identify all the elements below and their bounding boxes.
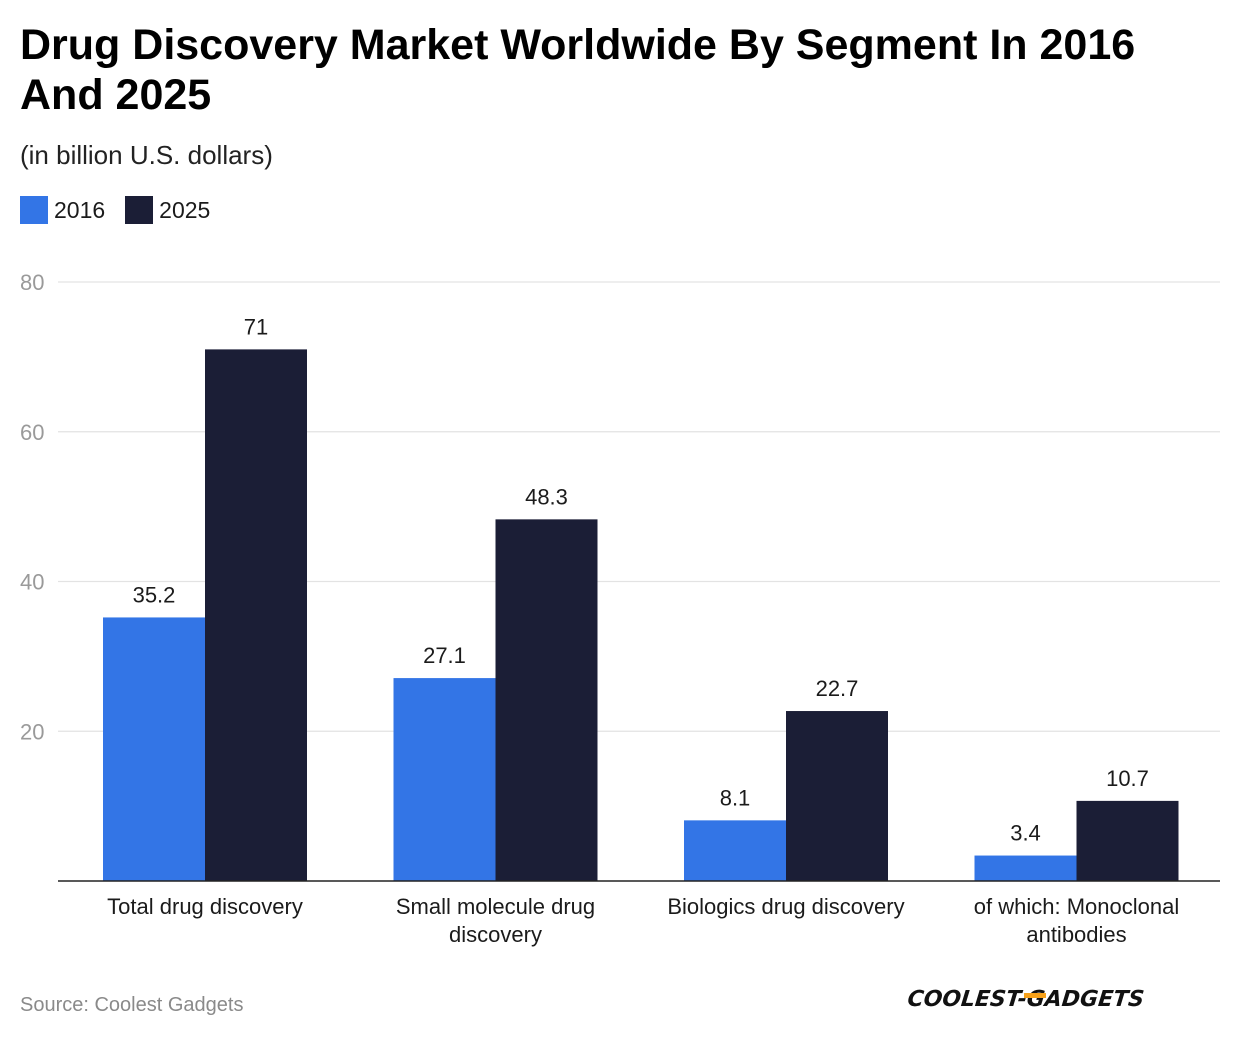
data-label-2016-1: 35.2 (133, 582, 176, 607)
legend-label-2025: 2025 (159, 196, 211, 223)
bar-2025-1 (205, 349, 307, 881)
bar-2016-2 (393, 678, 496, 881)
data-label-2016-4: 3.4 (1010, 821, 1041, 846)
y-tick-label: 40 (20, 570, 44, 595)
x-tick-label: discovery (449, 922, 542, 947)
data-label-2016-2: 27.1 (423, 643, 466, 668)
brand-dash (1024, 993, 1046, 998)
x-tick-label: Biologics drug discovery (667, 894, 904, 919)
chart-title: Drug Discovery Market Worldwide By Segme… (20, 21, 1136, 119)
source-text: Source: Coolest Gadgets (20, 994, 244, 1016)
legend: 2016 2025 (20, 196, 230, 224)
bar-2025-2 (495, 519, 598, 881)
bar-2016-1 (103, 617, 205, 881)
legend-swatch-2025 (125, 196, 154, 224)
y-tick-label: 60 (20, 420, 44, 445)
brand-logo: COOLEST-GADGETS (908, 987, 1145, 1012)
y-tick-label: 80 (20, 270, 44, 295)
x-tick-label: of which: Monoclonal (974, 894, 1179, 919)
bar-2016-3 (684, 820, 786, 881)
x-tick-label: Small molecule drug (396, 894, 595, 919)
bar-chart: 20 40 60 80 35.2 71 Total drug discovery 27.1 48… (20, 270, 1220, 947)
data-label-2025-2: 48.3 (525, 484, 568, 509)
bar-2025-3 (786, 711, 888, 881)
x-tick-label: antibodies (1026, 922, 1126, 947)
x-tick-label: Total drug discovery (107, 894, 303, 919)
brand-logo-text: COOLEST-GADGETS (908, 987, 1145, 1012)
legend-item-2016[interactable]: 2016 (20, 196, 105, 224)
bar-2025-4 (1076, 800, 1179, 881)
data-label-2025-1: 71 (244, 314, 268, 339)
bar-2016-4 (974, 855, 1077, 881)
data-label-2025-4: 10.7 (1106, 766, 1149, 791)
data-label-2025-3: 22.7 (816, 676, 859, 701)
y-tick-label: 20 (20, 719, 44, 744)
legend-label-2016: 2016 (54, 196, 106, 223)
legend-swatch-2016 (20, 196, 48, 224)
data-label-2016-3: 8.1 (720, 785, 751, 810)
legend-item-2025[interactable]: 2025 (125, 196, 210, 224)
chart-subtitle: (in billion U.S. dollars) (20, 140, 273, 170)
